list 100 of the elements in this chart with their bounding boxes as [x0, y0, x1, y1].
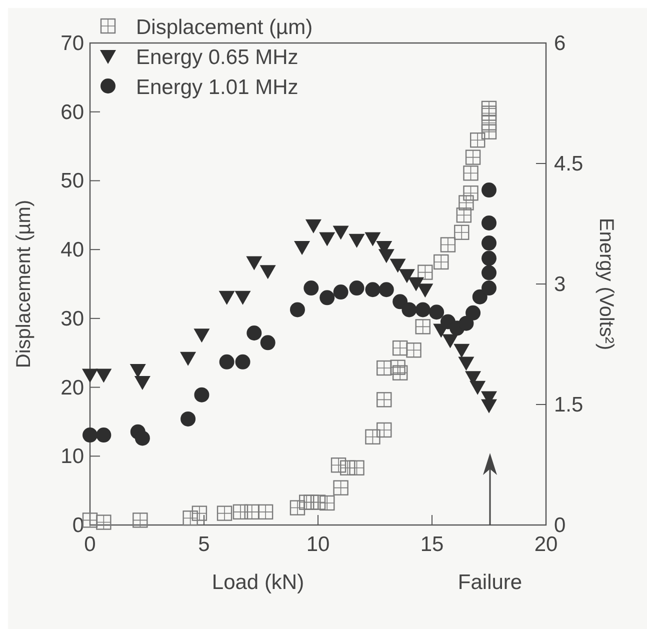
point [392, 340, 408, 356]
point [333, 284, 348, 300]
point [96, 368, 112, 383]
point [418, 264, 433, 280]
y-axis-title: Displacement (µm) [13, 200, 35, 368]
y-tick-label: 70 [60, 32, 84, 55]
point [304, 494, 319, 510]
point [463, 186, 478, 201]
point [456, 208, 472, 223]
legend-label: Energy 1.01 MHz [136, 76, 298, 99]
point [192, 506, 208, 521]
point [376, 392, 392, 408]
point [481, 100, 497, 116]
point [130, 364, 146, 378]
point [132, 512, 148, 528]
point [417, 284, 434, 298]
text: Failure [458, 571, 522, 594]
legend-label: Displacement (µm) [136, 16, 313, 39]
point [234, 290, 251, 305]
point [349, 460, 364, 476]
point [134, 376, 150, 390]
point [481, 399, 497, 414]
x-axis-title: Load (kN) [212, 571, 304, 594]
y2-tick-label: 1.5 [554, 394, 584, 416]
point [260, 265, 276, 280]
point [458, 316, 474, 331]
point [429, 304, 444, 320]
y2-tick-label: 3 [554, 273, 566, 296]
point [440, 237, 456, 252]
point [434, 254, 449, 270]
point [82, 428, 98, 443]
y2-axis-title: Energy (Volts²) [595, 218, 617, 350]
point [310, 494, 326, 510]
point [194, 387, 210, 402]
point [481, 115, 497, 130]
point [232, 504, 248, 520]
point [194, 328, 210, 343]
y-tick-label: 20 [60, 376, 84, 400]
point [481, 124, 497, 140]
point [319, 232, 336, 246]
point [244, 504, 260, 520]
point [299, 494, 314, 510]
point [406, 342, 422, 358]
point [330, 457, 346, 473]
point [466, 305, 481, 320]
point [180, 411, 196, 426]
point [442, 334, 458, 348]
y-tick-label: 40 [60, 238, 84, 262]
point [470, 380, 486, 395]
point [82, 512, 98, 528]
point [482, 215, 496, 230]
point [482, 182, 496, 198]
point [402, 302, 417, 318]
point [96, 428, 112, 443]
point [96, 514, 112, 530]
point [246, 256, 262, 270]
point [134, 430, 150, 446]
point [408, 277, 424, 292]
point [219, 354, 234, 370]
point [235, 354, 250, 370]
point [365, 282, 380, 298]
point [305, 219, 322, 234]
point [260, 335, 276, 350]
point [458, 356, 474, 371]
y2-tick-label: 4.5 [554, 152, 584, 176]
x-tick-label: 10 [306, 533, 330, 556]
point [182, 510, 198, 526]
point [376, 422, 392, 438]
point [364, 232, 381, 246]
point [333, 480, 348, 496]
point [398, 269, 415, 284]
point [320, 495, 335, 511]
point [340, 460, 356, 476]
point [390, 258, 406, 273]
point [472, 289, 488, 304]
point [482, 280, 496, 296]
legend-label: Energy 0.65 MHz [136, 46, 298, 69]
point [348, 234, 365, 248]
x-tick-label: 15 [420, 533, 444, 556]
point [320, 290, 335, 306]
point [415, 319, 430, 334]
point [470, 132, 486, 148]
point [378, 282, 394, 298]
point [82, 368, 98, 383]
point [290, 302, 305, 318]
point [482, 236, 496, 251]
point [246, 326, 262, 341]
point [365, 429, 380, 444]
point [378, 249, 394, 264]
y-tick-label: 30 [60, 307, 84, 330]
point [458, 195, 474, 210]
point [180, 352, 196, 366]
point [454, 344, 470, 358]
point [482, 250, 496, 266]
point [465, 150, 481, 165]
point [290, 500, 306, 516]
point [304, 280, 319, 296]
point [216, 506, 232, 521]
point [294, 241, 310, 256]
point [481, 106, 497, 121]
